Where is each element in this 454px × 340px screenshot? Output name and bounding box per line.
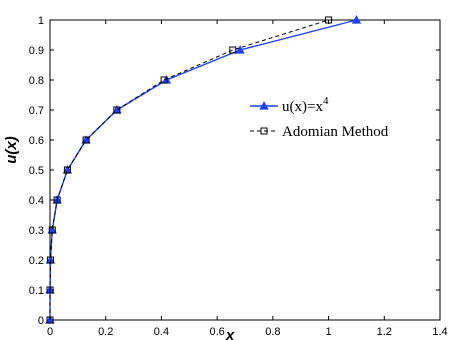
- series-line: [49, 19, 329, 321]
- data-point-square: [63, 166, 71, 174]
- data-point-square: [325, 16, 333, 24]
- y-tick-label: 0.5: [29, 165, 44, 177]
- x-tick-label: 1.4: [432, 326, 447, 338]
- legend: u(x)=x4 Adomian Method: [250, 95, 389, 140]
- data-point-square: [53, 196, 61, 204]
- data-point-square: [48, 226, 56, 234]
- data-point-square: [46, 316, 54, 324]
- data-point-square: [260, 127, 268, 135]
- x-tick-label: 0.6: [209, 326, 224, 338]
- y-tick-label: 0.3: [29, 225, 44, 237]
- x-axis-label: x: [225, 327, 235, 340]
- y-tick-label: 0.7: [29, 105, 44, 117]
- data-point-square: [229, 46, 237, 54]
- x-tick-label: 0.4: [154, 326, 169, 338]
- y-tick-label: 0.6: [29, 135, 44, 147]
- data-point-square: [113, 106, 121, 114]
- y-tick-label: 0.2: [29, 255, 44, 267]
- data-point-square: [160, 76, 168, 84]
- legend-label-exact: u(x)=x4: [282, 95, 329, 115]
- data-point-triangle: [259, 101, 269, 110]
- x-tick-label: 1: [326, 326, 332, 338]
- x-tick-label: 1.2: [377, 326, 392, 338]
- data-point-triangle: [351, 15, 362, 24]
- y-tick-label: 0.4: [29, 195, 44, 207]
- y-tick-label: 0: [38, 315, 44, 327]
- axes: 0 0.2 0.4 0.6 0.8 1 1.2 1.4 0 0.1 0.2 0.3 0.4 0.5 0.6 0…: [3, 15, 448, 340]
- y-tick-label: 0.1: [29, 285, 44, 297]
- data-point-triangle: [235, 45, 245, 54]
- plot-frame: [49, 19, 441, 321]
- series-exact: [45, 15, 362, 324]
- x-tick-label: 0.8: [265, 326, 280, 338]
- y-axis-label: u(x): [3, 136, 20, 164]
- data-point-square: [46, 256, 54, 264]
- x-tick-label: 0: [47, 326, 53, 338]
- data-point-square: [46, 286, 54, 294]
- y-tick-label: 0.9: [29, 45, 44, 57]
- series-adomian: [46, 16, 333, 324]
- series-line: [49, 19, 357, 321]
- y-tick-label: 1: [38, 15, 44, 27]
- legend-label-adomian: Adomian Method: [282, 124, 389, 140]
- y-tick-label: 0.8: [29, 75, 44, 87]
- x-tick-label: 0.2: [98, 326, 113, 338]
- data-point-square: [82, 136, 90, 144]
- series-layer: [45, 15, 362, 324]
